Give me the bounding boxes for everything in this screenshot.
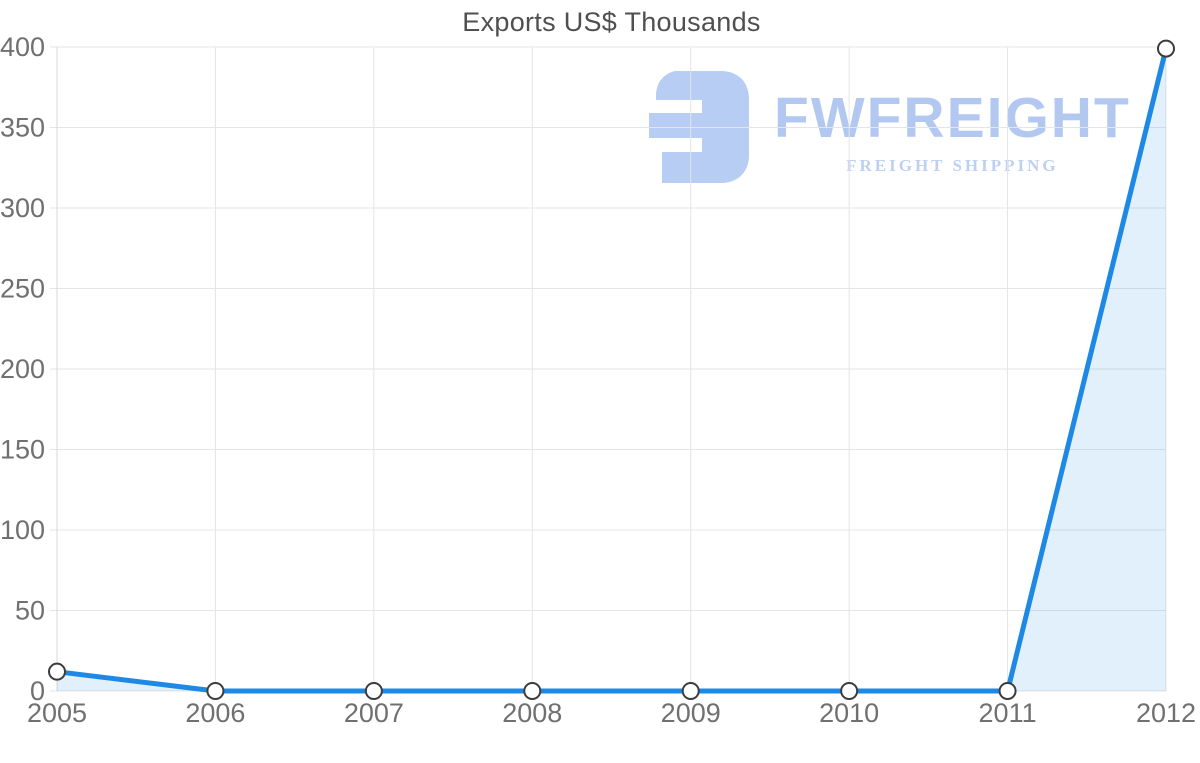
y-tick-label-300: 300 xyxy=(0,193,45,223)
y-tick-label-100: 100 xyxy=(0,515,45,545)
y-tick-label-0: 0 xyxy=(30,676,45,706)
data-point-2005[interactable] xyxy=(48,662,66,681)
brand-watermark: FWFREIGHT FREIGHT SHIPPING xyxy=(645,70,1131,183)
x-tick-label-2010: 2010 xyxy=(819,698,879,728)
y-tick-label-50: 50 xyxy=(15,596,45,626)
watermark-tagline-text: FREIGHT SHIPPING xyxy=(846,156,1059,175)
x-tick-label-2011: 2011 xyxy=(979,698,1037,728)
y-tick-label-250: 250 xyxy=(0,274,45,304)
data-point-2009[interactable] xyxy=(681,682,700,700)
watermark-brand-text: FWFREIGHT xyxy=(774,86,1131,150)
y-tick-label-350: 350 xyxy=(0,113,45,143)
data-point-2012[interactable] xyxy=(1157,39,1175,58)
y-tick-label-150: 150 xyxy=(0,435,45,465)
x-tick-label-2007: 2007 xyxy=(344,698,404,728)
x-tick-label-2005: 2005 xyxy=(27,698,87,728)
data-point-2007[interactable] xyxy=(364,682,383,700)
data-point-2010[interactable] xyxy=(840,682,859,700)
series-area-fill xyxy=(57,48,1166,692)
x-tick-label-2008: 2008 xyxy=(502,698,562,728)
y-tick-label-400: 400 xyxy=(0,32,45,62)
data-point-2006[interactable] xyxy=(206,682,225,700)
x-tick-label-2009: 2009 xyxy=(661,698,721,728)
x-tick-label-2006: 2006 xyxy=(185,698,245,728)
series-line xyxy=(54,46,1169,694)
x-tick-label-2012: 2012 xyxy=(1136,698,1196,728)
data-point-2008[interactable] xyxy=(523,682,542,700)
data-point-2011[interactable] xyxy=(998,682,1017,700)
chart-title: Exports US$ Thousands xyxy=(462,7,761,37)
y-tick-label-200: 200 xyxy=(0,354,45,384)
